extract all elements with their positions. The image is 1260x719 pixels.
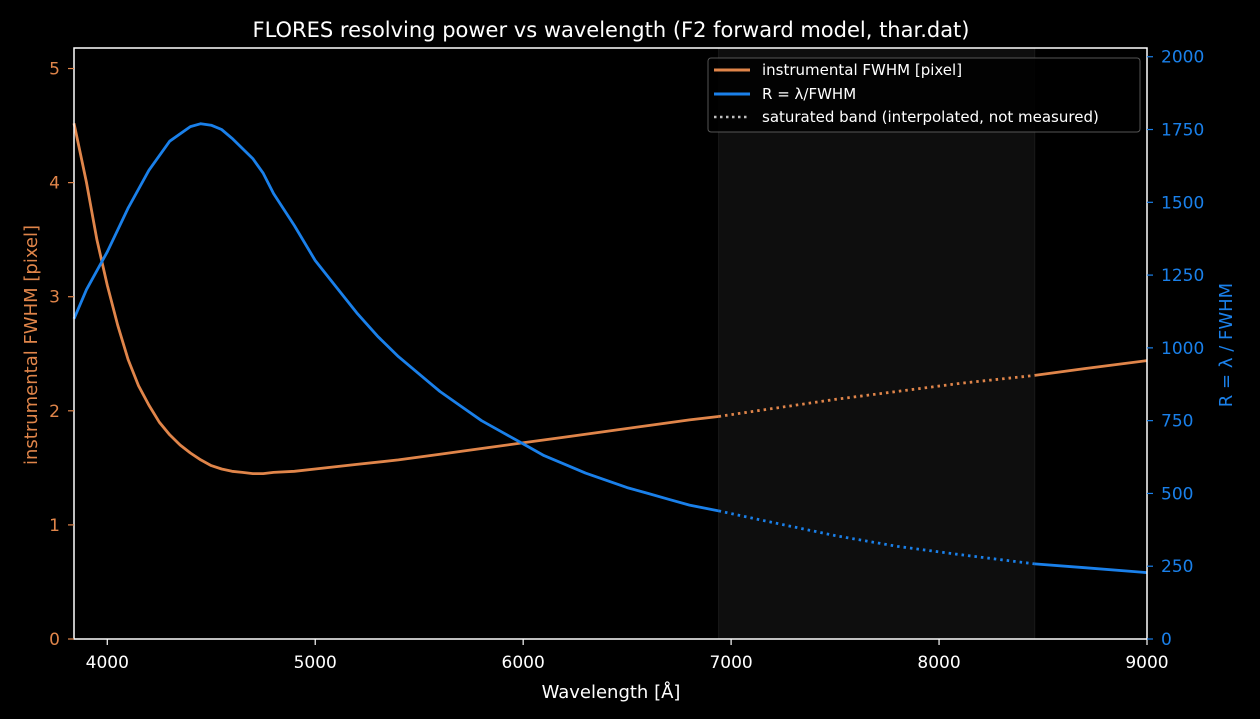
- saturated-band-layer: [718, 47, 1036, 640]
- right-y-tick-label-5: 1250: [1161, 266, 1204, 286]
- right-y-tick-label-2: 500: [1161, 484, 1193, 504]
- left-y-tick-label-3: 3: [49, 288, 60, 308]
- x-tick-label-4: 8000: [917, 653, 960, 673]
- series-layer: [72, 122, 1148, 574]
- x-tick-label-5: 9000: [1125, 653, 1168, 673]
- legend: instrumental FWHM [pixel] R = λ/FWHM sat…: [707, 57, 1141, 133]
- right-y-tick-label-3: 750: [1161, 412, 1193, 432]
- right-y-tick-label-8: 2000: [1161, 48, 1204, 68]
- series-line-resolving-power-saturated: [718, 509, 1035, 566]
- legend-label-saturated-band: saturated band (interpolated, not measur…: [762, 108, 1099, 126]
- axes-layer: 4000 5000 6000 7000 8000 9000 0 1 2 3 4 5 0 250 500 750…: [49, 47, 1204, 673]
- x-tick-label-3: 7000: [709, 653, 752, 673]
- right-y-tick-label-4: 1000: [1161, 339, 1204, 359]
- left-y-tick-label-4: 4: [49, 174, 60, 194]
- x-tick-label-2: 6000: [502, 653, 545, 673]
- legend-box: [707, 57, 1141, 133]
- saturated-band: [718, 47, 1036, 640]
- plot-frame: [73, 47, 1148, 640]
- legend-label-resolving-power: R = λ/FWHM: [762, 85, 856, 103]
- series-line-resolving-power-blue-side: [72, 122, 719, 513]
- x-tick-label-1: 5000: [294, 653, 337, 673]
- left-y-tick-label-0: 0: [49, 630, 60, 650]
- x-axis-label: Wavelength [Å]: [542, 681, 681, 703]
- series-line-fwhm-saturated: [718, 374, 1035, 418]
- right-y-tick-label-1: 250: [1161, 557, 1193, 577]
- right-y-tick-label-7: 1750: [1161, 121, 1204, 141]
- left-y-tick-label-5: 5: [49, 60, 60, 80]
- right-y-axis-label: R = λ / FWHM: [1216, 283, 1237, 407]
- right-y-tick-label-0: 0: [1161, 630, 1172, 650]
- series-line-fwhm-blue-side: [72, 123, 719, 476]
- series-line-fwhm-red-side: [1034, 359, 1148, 377]
- chart-title: FLORES resolving power vs wavelength (F2…: [252, 18, 969, 42]
- left-y-tick-label-2: 2: [49, 402, 60, 422]
- left-y-tick-label-1: 1: [49, 516, 60, 536]
- series-line-resolving-power-red-side: [1034, 562, 1148, 574]
- right-y-tick-label-6: 1500: [1161, 193, 1204, 213]
- left-y-axis-label: instrumental FWHM [pixel]: [21, 225, 42, 465]
- x-tick-label-0: 4000: [86, 653, 129, 673]
- legend-label-fwhm: instrumental FWHM [pixel]: [762, 61, 962, 79]
